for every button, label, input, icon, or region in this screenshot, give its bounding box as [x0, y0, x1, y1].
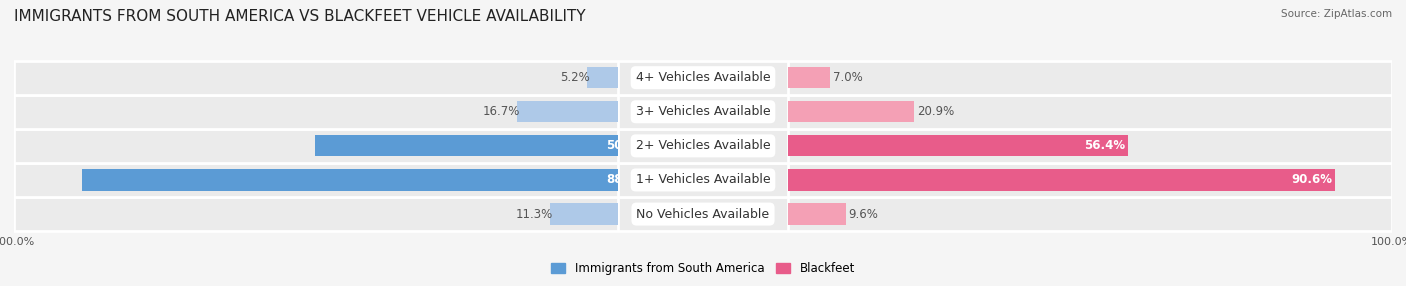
Bar — [787, 169, 1336, 190]
Bar — [14, 61, 619, 95]
Bar — [586, 67, 619, 88]
Bar — [787, 197, 1392, 231]
Text: 4+ Vehicles Available: 4+ Vehicles Available — [636, 71, 770, 84]
Text: 11.3%: 11.3% — [516, 208, 553, 221]
Text: 9.6%: 9.6% — [849, 208, 879, 221]
Text: 90.6%: 90.6% — [1291, 174, 1331, 186]
Text: No Vehicles Available: No Vehicles Available — [637, 208, 769, 221]
Bar — [14, 197, 619, 231]
Bar — [787, 67, 830, 88]
Bar — [787, 135, 1129, 156]
Bar — [787, 129, 1392, 163]
Bar — [14, 163, 619, 197]
Text: 16.7%: 16.7% — [484, 105, 520, 118]
Text: 5.2%: 5.2% — [560, 71, 591, 84]
Bar — [14, 129, 619, 163]
Text: 56.4%: 56.4% — [1084, 139, 1125, 152]
Bar — [619, 163, 787, 197]
Bar — [619, 197, 787, 231]
Bar — [787, 95, 1392, 129]
Text: 7.0%: 7.0% — [832, 71, 863, 84]
Text: Source: ZipAtlas.com: Source: ZipAtlas.com — [1281, 9, 1392, 19]
Bar — [82, 169, 619, 190]
Text: 3+ Vehicles Available: 3+ Vehicles Available — [636, 105, 770, 118]
Bar — [619, 61, 787, 95]
Bar — [550, 204, 619, 225]
Bar — [14, 95, 619, 129]
Bar — [787, 61, 1392, 95]
Bar — [787, 101, 914, 122]
Text: 88.8%: 88.8% — [606, 174, 647, 186]
Bar — [619, 129, 787, 163]
Text: 1+ Vehicles Available: 1+ Vehicles Available — [636, 174, 770, 186]
Text: 2+ Vehicles Available: 2+ Vehicles Available — [636, 139, 770, 152]
Text: 50.2%: 50.2% — [606, 139, 647, 152]
Bar — [787, 163, 1392, 197]
Bar — [315, 135, 619, 156]
Bar — [787, 204, 845, 225]
Legend: Immigrants from South America, Blackfeet: Immigrants from South America, Blackfeet — [547, 258, 859, 280]
Text: 20.9%: 20.9% — [917, 105, 955, 118]
Bar — [517, 101, 619, 122]
Bar — [619, 95, 787, 129]
Text: IMMIGRANTS FROM SOUTH AMERICA VS BLACKFEET VEHICLE AVAILABILITY: IMMIGRANTS FROM SOUTH AMERICA VS BLACKFE… — [14, 9, 586, 23]
